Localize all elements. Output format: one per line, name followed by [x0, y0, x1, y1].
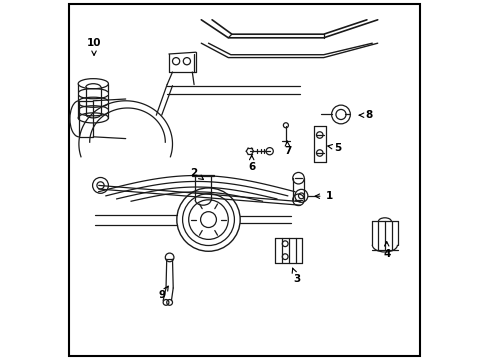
Text: 6: 6: [247, 155, 255, 172]
Text: 9: 9: [159, 286, 168, 300]
Text: 1: 1: [314, 191, 332, 201]
Text: 3: 3: [292, 268, 300, 284]
Text: 7: 7: [284, 141, 291, 156]
Text: 2: 2: [190, 168, 203, 180]
Text: 5: 5: [327, 143, 341, 153]
Text: 4: 4: [382, 242, 389, 259]
Text: 10: 10: [86, 38, 101, 55]
Text: 8: 8: [358, 110, 371, 120]
